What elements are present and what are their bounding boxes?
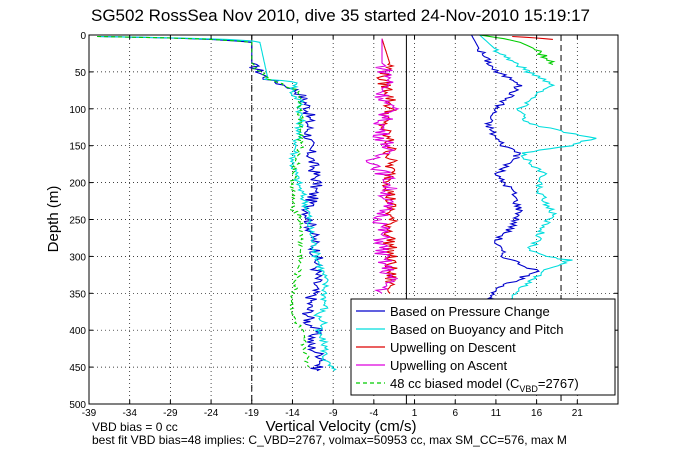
x-tick-label: 1	[412, 408, 418, 419]
y-tick-label: 300	[69, 252, 86, 263]
best-fit-note: best fit VBD bias=48 implies: C_VBD=2767…	[92, 433, 567, 447]
legend-label: Upwelling on Ascent	[390, 358, 507, 373]
legend-label-subscript: VBD	[519, 384, 538, 394]
x-axis-label: Vertical Velocity (cm/s)	[266, 418, 417, 435]
legend: Based on Pressure Change Based on Buoyanc…	[350, 298, 616, 396]
ascent-line-based-on-buoyancy-and-pitch	[479, 34, 597, 302]
series-line-48-cc-biased-model-c-vbd-2767	[97, 35, 310, 368]
axis-ticks: -39 -34 -29 -24 -19 -14 -9 -4 1 6 11 16 210501001502…	[69, 31, 618, 419]
x-tick-label: -19	[245, 408, 260, 419]
legend-label: Based on Pressure Change	[390, 304, 550, 319]
legend-items: Based on Pressure Change Based on Buoyanc…	[356, 304, 579, 394]
series-line-upwelling-on-ascent	[365, 38, 400, 294]
series-line-based-on-buoyancy-and-pitch	[97, 35, 337, 372]
y-tick-label: 150	[69, 142, 86, 153]
x-tick-label: -39	[82, 408, 97, 419]
x-tick-label: 6	[452, 408, 458, 419]
y-tick-label: 200	[69, 179, 86, 190]
x-tick-label: -14	[285, 408, 300, 419]
x-tick-label: 11	[491, 408, 502, 419]
legend-label-tail: =2767)	[538, 376, 579, 391]
legend-label: Upwelling on Descent	[390, 340, 516, 355]
y-tick-label: 100	[69, 105, 86, 116]
x-tick-label: -29	[163, 408, 178, 419]
y-tick-label: 400	[69, 326, 86, 337]
legend-label: Based on Buoyancy and Pitch	[390, 322, 563, 337]
y-tick-label: 500	[69, 400, 86, 411]
x-tick-label: 21	[572, 408, 584, 419]
x-tick-label: -34	[122, 408, 137, 419]
ascent-line-48-cc-biased-model-c-vbd-2767	[479, 34, 556, 66]
x-tick-label: -4	[369, 408, 378, 419]
x-tick-label: -24	[204, 408, 219, 419]
chart-title: SG502 RossSea Nov 2010, dive 35 started …	[91, 6, 590, 25]
y-tick-label: 350	[69, 289, 86, 300]
vbd-bias-note: VBD bias = 0 cc	[92, 420, 178, 434]
y-tick-label: 250	[69, 216, 86, 227]
y-axis-label: Depth (m)	[45, 186, 62, 253]
legend-box	[350, 298, 616, 396]
ascent-line-based-on-pressure-change	[471, 34, 540, 302]
series-lines	[97, 34, 597, 372]
series-line-based-on-pressure-change	[97, 35, 327, 372]
ascent-line-upwelling-on-descent	[512, 35, 553, 40]
y-tick-label: 50	[75, 68, 87, 79]
y-tick-label: 450	[69, 363, 86, 374]
y-tick-label: 0	[80, 31, 86, 42]
x-tick-label: 16	[531, 408, 543, 419]
x-tick-label: -9	[329, 408, 338, 419]
